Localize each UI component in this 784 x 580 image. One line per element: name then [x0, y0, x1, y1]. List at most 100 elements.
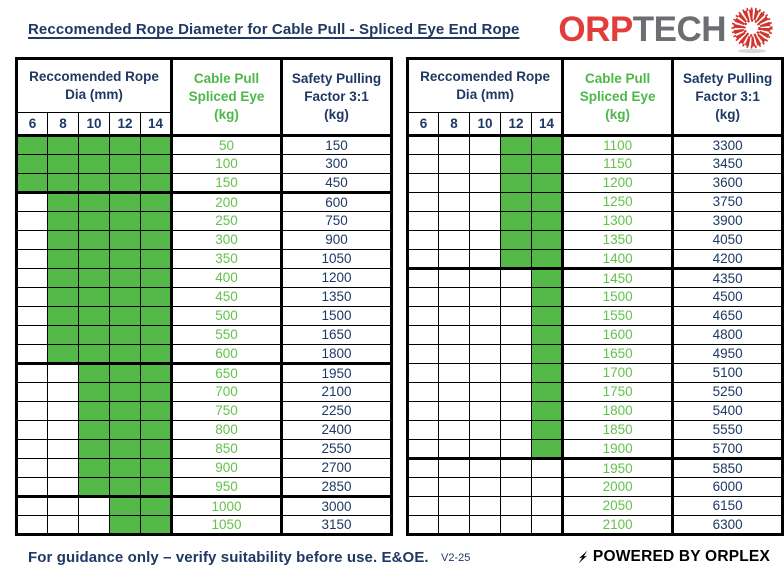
- dia-cell: [469, 154, 502, 174]
- safety-header: Safety Pulling Factor 3:1 (kg): [280, 58, 393, 137]
- dia-cell-highlighted: [139, 515, 173, 535]
- dia-cell: [469, 515, 502, 535]
- cable-pull-value: 1500: [561, 287, 674, 307]
- dia-cell-highlighted: [109, 135, 141, 155]
- cable-pull-value: 250: [170, 211, 283, 231]
- safety-value: 5400: [671, 401, 784, 421]
- dia-cell: [78, 496, 110, 516]
- dia-cell-highlighted: [531, 363, 564, 383]
- dia-cell: [47, 439, 79, 459]
- safety-value: 450: [280, 173, 393, 194]
- dia-header: Reccomended Rope Dia (mm): [407, 58, 564, 113]
- cable-pull-value: 1400: [561, 249, 674, 270]
- dia-cell: [500, 325, 533, 345]
- dia-cell: [47, 382, 79, 402]
- table-row: 1950 5850: [407, 458, 784, 478]
- safety-value: 5700: [671, 439, 784, 460]
- cable-pull-value: 650: [170, 363, 283, 383]
- dia-cell-highlighted: [109, 439, 141, 459]
- cable-pull-value: 800: [170, 420, 283, 440]
- safety-value: 3750: [671, 192, 784, 212]
- dia-cell-highlighted: [78, 477, 110, 498]
- dia-cell-highlighted: [500, 211, 533, 231]
- dia-cell: [438, 420, 471, 440]
- dia-cell-highlighted: [531, 344, 564, 364]
- cable-pull-value: 600: [170, 344, 283, 365]
- dia-cell-highlighted: [139, 211, 173, 231]
- table-row: 400 1200: [16, 268, 393, 288]
- table-row: 700 2100: [16, 382, 393, 402]
- tables-container: Reccomended Rope Dia (mm) Cable Pull Spl…: [15, 57, 784, 536]
- cable-pull-value: 500: [170, 306, 283, 326]
- cable-pull-value: 750: [170, 401, 283, 421]
- dia-cell: [469, 135, 502, 155]
- dia-column-label: 12: [500, 112, 533, 137]
- dia-cell-highlighted: [109, 382, 141, 402]
- cable-pull-value: 700: [170, 382, 283, 402]
- dia-cell: [407, 135, 440, 155]
- table-row: 600 1800: [16, 344, 393, 365]
- table-row: 1350 4050: [407, 230, 784, 250]
- dia-cell: [407, 363, 440, 383]
- dia-cell-highlighted: [78, 458, 110, 478]
- logo-orp: ORP: [558, 9, 633, 49]
- table-row: 1000 3000: [16, 496, 393, 516]
- safety-value: 900: [280, 230, 393, 250]
- dia-cell-highlighted: [16, 135, 48, 155]
- dia-cell-highlighted: [109, 515, 141, 535]
- dia-cell: [407, 192, 440, 212]
- dia-cell-highlighted: [500, 173, 533, 193]
- dia-cell-highlighted: [109, 268, 141, 288]
- table-row: 550 1650: [16, 325, 393, 345]
- dia-cell: [407, 230, 440, 250]
- dia-cell: [438, 515, 471, 535]
- cable-pull-value: 900: [170, 458, 283, 478]
- table-row: 1700 5100: [407, 363, 784, 383]
- dia-cell-highlighted: [109, 192, 141, 212]
- dia-cell-highlighted: [78, 230, 110, 250]
- dia-cell: [438, 287, 471, 307]
- cable-pull-value: 2050: [561, 496, 674, 516]
- dia-cell-highlighted: [531, 173, 564, 193]
- dia-cell: [16, 192, 48, 212]
- safety-value: 4800: [671, 325, 784, 345]
- table-row: 350 1050: [16, 249, 393, 269]
- table-row: 100 300: [16, 154, 393, 174]
- dia-cell-highlighted: [109, 401, 141, 421]
- dia-cell: [47, 515, 79, 535]
- cable-pull-value: 400: [170, 268, 283, 288]
- dia-cell: [469, 173, 502, 193]
- orptech-logo: ORPTECH: [558, 4, 776, 54]
- dia-cell-highlighted: [109, 344, 141, 365]
- dia-cell: [469, 382, 502, 402]
- safety-value: 1200: [280, 268, 393, 288]
- dia-cell: [16, 515, 48, 535]
- dia-column-label: 12: [109, 112, 141, 137]
- dia-cell-highlighted: [47, 230, 79, 250]
- dia-cell-highlighted: [139, 496, 173, 516]
- dia-cell-highlighted: [109, 325, 141, 345]
- dia-column-label: 8: [47, 112, 79, 137]
- cable-pull-value: 350: [170, 249, 283, 269]
- dia-cell: [438, 363, 471, 383]
- dia-cell: [407, 287, 440, 307]
- cable-pull-value: 1950: [561, 458, 674, 478]
- dia-cell: [438, 401, 471, 421]
- cable-pull-value: 1650: [561, 344, 674, 364]
- table-row: 1250 3750: [407, 192, 784, 212]
- dia-cell: [47, 401, 79, 421]
- safety-value: 2400: [280, 420, 393, 440]
- dia-column-label: 6: [16, 112, 48, 137]
- dia-cell: [438, 382, 471, 402]
- dia-cell-highlighted: [78, 154, 110, 174]
- cable-pull-value: 50: [170, 135, 283, 155]
- table-row: 1550 4650: [407, 306, 784, 326]
- dia-cell-highlighted: [47, 268, 79, 288]
- dia-cell: [469, 344, 502, 364]
- table-row: 200 600: [16, 192, 393, 212]
- cable-pull-value: 1550: [561, 306, 674, 326]
- dia-cell: [16, 401, 48, 421]
- table-row: 2000 6000: [407, 477, 784, 497]
- dia-cell: [469, 477, 502, 497]
- dia-cell-highlighted: [109, 249, 141, 269]
